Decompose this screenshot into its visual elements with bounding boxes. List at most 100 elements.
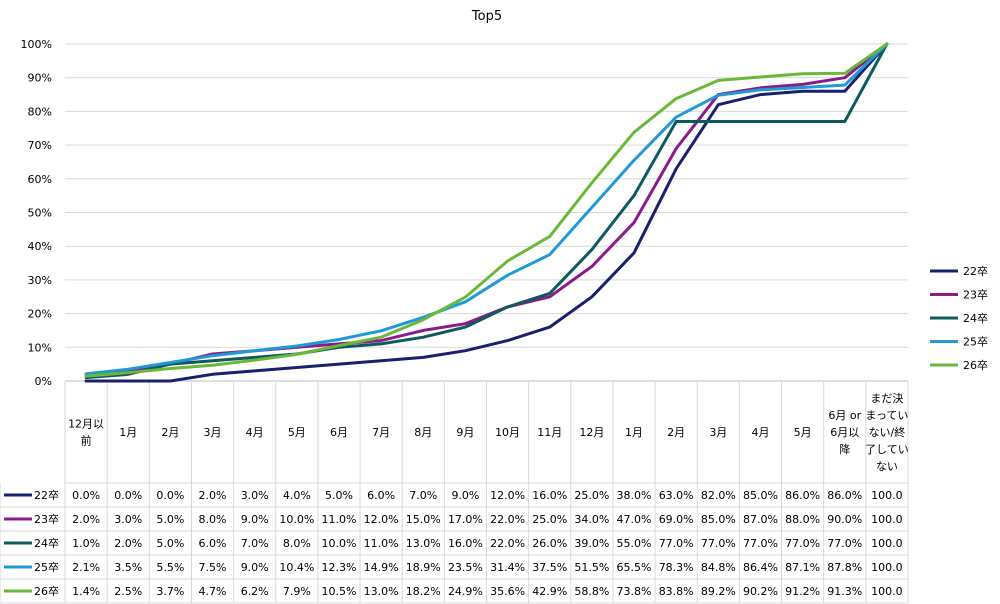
table-cell: 69.0% — [659, 513, 694, 526]
table-series-name: 25卒 — [34, 560, 59, 574]
table-cell: 82.0% — [701, 489, 736, 502]
table-cell: 4.7% — [199, 585, 227, 598]
chart-title: Top5 — [471, 9, 502, 24]
legend: 22卒 23卒 24卒 25卒 26卒 — [930, 264, 988, 372]
table-cell: 77.0% — [659, 537, 694, 550]
table-cell: 5.5% — [156, 561, 184, 574]
table-cell: 3.0% — [241, 489, 269, 502]
table-cell: 100.0 — [871, 489, 903, 502]
y-tick-label: 40% — [28, 240, 52, 253]
x-category-label: 5月 — [794, 426, 812, 439]
table-cell: 91.2% — [785, 585, 820, 598]
table-cell: 37.5% — [532, 561, 567, 574]
table-cell: 38.0% — [617, 489, 652, 502]
table-cell: 6.0% — [367, 489, 395, 502]
table-cell: 55.0% — [617, 537, 652, 550]
table-cell: 4.0% — [283, 489, 311, 502]
table-cell: 12.0% — [490, 489, 525, 502]
table-cell: 86.4% — [743, 561, 778, 574]
table-cell: 12.0% — [364, 513, 399, 526]
table-cell: 17.0% — [448, 513, 483, 526]
y-tick-label: 90% — [28, 72, 52, 85]
table-cell: 5.0% — [156, 513, 184, 526]
table-cell: 22.0% — [490, 537, 525, 550]
table-cell: 39.0% — [574, 537, 609, 550]
table-cell: 88.0% — [785, 513, 820, 526]
table-cell: 11.0% — [321, 513, 356, 526]
table-cell: 73.8% — [617, 585, 652, 598]
table-cell: 11.0% — [364, 537, 399, 550]
table-cell: 9.0% — [241, 513, 269, 526]
table-cell: 0.0% — [114, 489, 142, 502]
table-cell: 84.8% — [701, 561, 736, 574]
x-category-label: 6月 or 6月以降 — [828, 409, 861, 456]
table-cell: 10.0% — [321, 537, 356, 550]
x-category-label: 12月以前 — [68, 418, 104, 448]
x-category-label: 11月 — [537, 426, 562, 439]
table-cell: 1.4% — [72, 585, 100, 598]
table-cell: 100.0 — [871, 513, 903, 526]
table-cell: 100.0 — [871, 585, 903, 598]
table-cell: 3.0% — [114, 513, 142, 526]
series-line-25卒 — [84, 42, 889, 376]
table-cell: 7.5% — [199, 561, 227, 574]
table-cell: 7.9% — [283, 585, 311, 598]
x-category-label: 12月 — [579, 426, 604, 439]
table-cell: 6.2% — [241, 585, 269, 598]
table-cell: 25.0% — [574, 489, 609, 502]
table-cell: 31.4% — [490, 561, 525, 574]
table-cell: 14.9% — [364, 561, 399, 574]
table-cell: 22.0% — [490, 513, 525, 526]
table-cell: 9.0% — [241, 561, 269, 574]
table-cell: 90.2% — [743, 585, 778, 598]
y-tick-label: 50% — [28, 207, 52, 220]
table-cell: 100.0 — [871, 561, 903, 574]
table-cell: 2.0% — [114, 537, 142, 550]
table-cell: 89.2% — [701, 585, 736, 598]
table-cell: 0.0% — [156, 489, 184, 502]
series-lines — [84, 42, 889, 383]
x-category-label: 7月 — [372, 426, 390, 439]
table-cell: 42.9% — [532, 585, 567, 598]
table-series-name: 23卒 — [34, 512, 59, 526]
table-cell: 90.0% — [827, 513, 862, 526]
table-cell: 87.0% — [743, 513, 778, 526]
table-cell: 91.3% — [827, 585, 862, 598]
legend-label: 22卒 — [963, 264, 988, 278]
table-cell: 83.8% — [659, 585, 694, 598]
table-cell: 1.0% — [72, 537, 100, 550]
table-cell: 16.0% — [448, 537, 483, 550]
table-cell: 77.0% — [785, 537, 820, 550]
y-tick-label: 70% — [28, 139, 52, 152]
x-category-label: 5月 — [288, 426, 306, 439]
x-category-label: 4月 — [246, 426, 264, 439]
table-cell: 2.1% — [72, 561, 100, 574]
y-tick-label: 30% — [28, 274, 52, 287]
x-category-label: 9月 — [456, 426, 474, 439]
table-cell: 47.0% — [617, 513, 652, 526]
table-series-name: 26卒 — [34, 584, 59, 598]
table-cell: 34.0% — [574, 513, 609, 526]
table-series-name: 22卒 — [34, 488, 59, 502]
table-cell: 13.0% — [406, 537, 441, 550]
table-cell: 5.0% — [325, 489, 353, 502]
table-cell: 5.0% — [156, 537, 184, 550]
table-cell: 24.9% — [448, 585, 483, 598]
table-cell: 85.0% — [743, 489, 778, 502]
y-tick-label: 100% — [21, 38, 52, 51]
table-cell: 7.0% — [241, 537, 269, 550]
table-cell: 51.5% — [574, 561, 609, 574]
table-cell: 23.5% — [448, 561, 483, 574]
table-cell: 7.0% — [409, 489, 437, 502]
table-cell: 86.0% — [827, 489, 862, 502]
table-cell: 18.2% — [406, 585, 441, 598]
series-line-22卒 — [84, 42, 889, 383]
table-cell: 18.9% — [406, 561, 441, 574]
y-axis-ticks: 0% 10% 20% 30% 40% 50% 60% 70% 80% 90% 100% — [21, 38, 52, 388]
table-cell: 15.0% — [406, 513, 441, 526]
legend-label: 23卒 — [963, 288, 988, 302]
x-category-label: まだ決まっていない/終了していない — [865, 392, 909, 473]
table-cell: 0.0% — [72, 489, 100, 502]
data-table: 12月以前 1月 2月 3月 4月 5月 6月 7月 8月 9月 10月 11月 12月 1月 2月 3月 4月… — [0, 381, 909, 604]
